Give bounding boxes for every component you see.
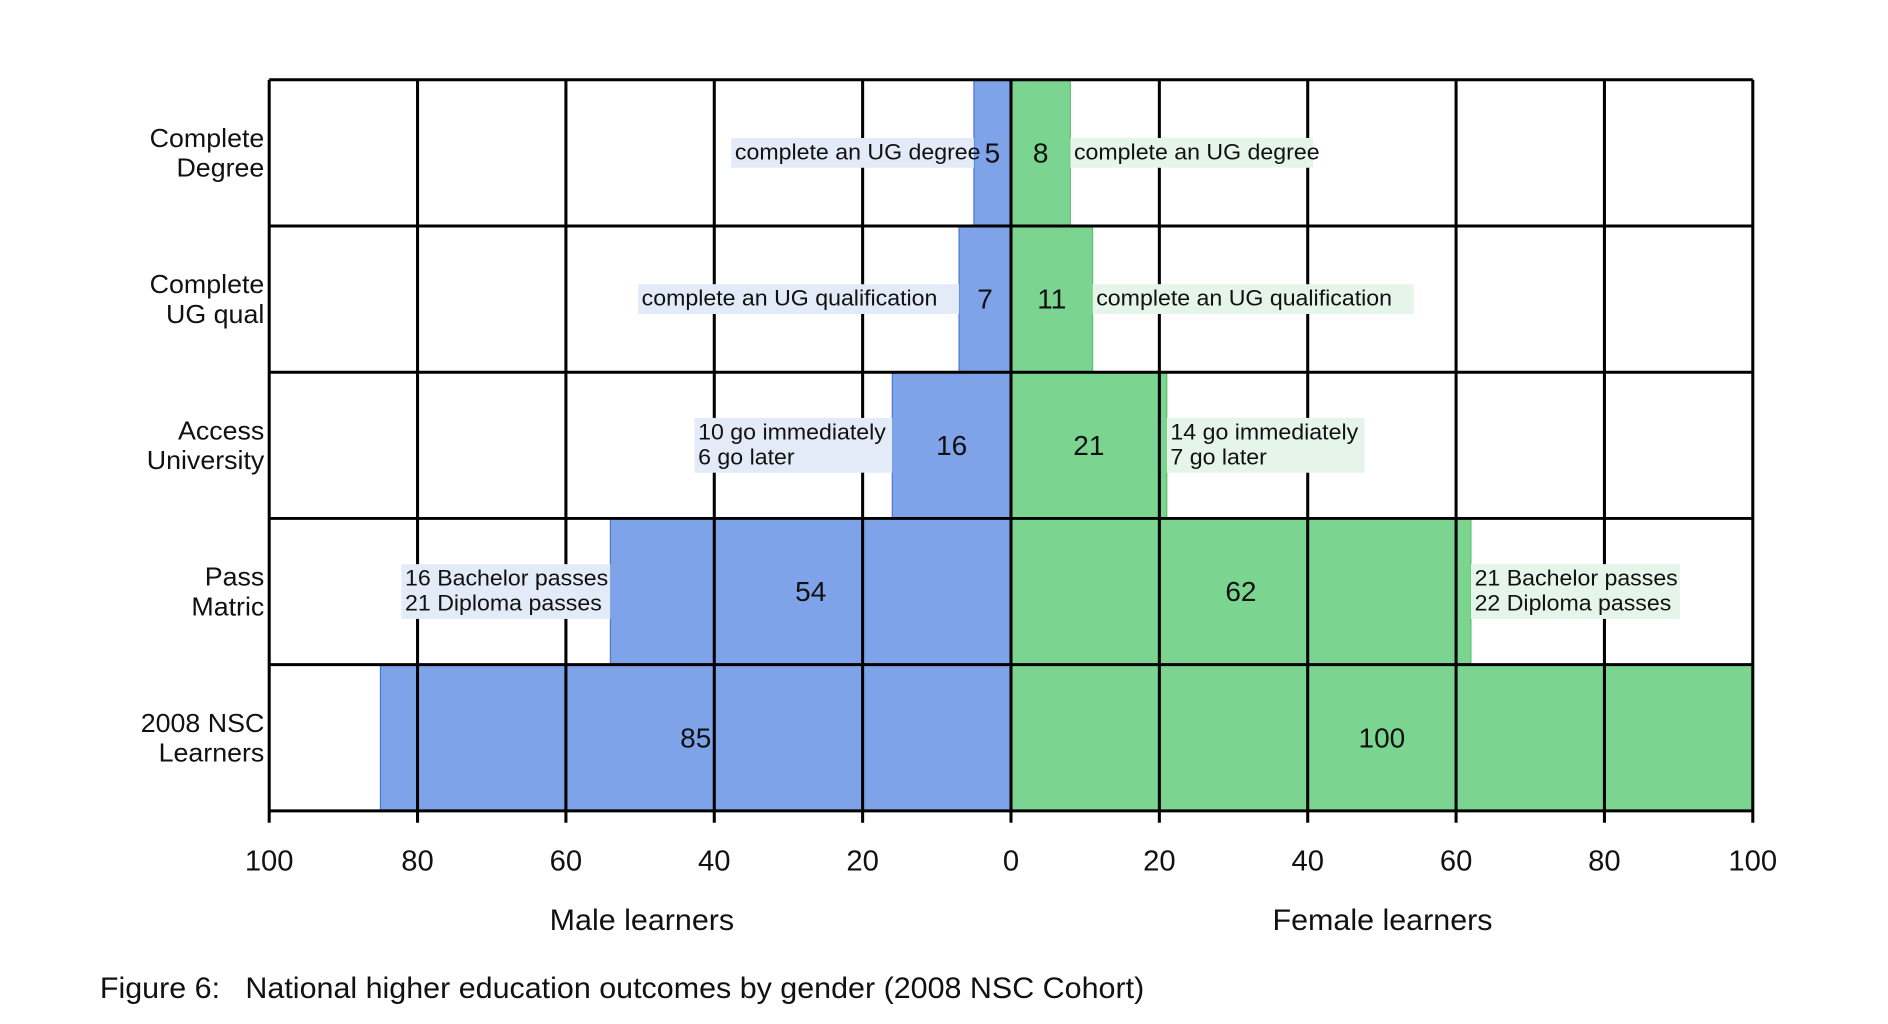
- figure-caption: Figure 6: National higher education outc…: [100, 972, 1144, 1005]
- bar-annotation: 10 go immediately: [698, 419, 886, 445]
- bar-annotation: 7 go later: [1170, 444, 1267, 470]
- bar-value-label: 16: [936, 430, 967, 461]
- male-bar: [973, 79, 1012, 227]
- female-bar: [1010, 79, 1071, 227]
- x-axis-title-male: Male learners: [550, 904, 734, 937]
- x-tick-label: 80: [1588, 846, 1621, 878]
- x-tick-label: 60: [1440, 846, 1473, 878]
- x-axis-title-female: Female learners: [1273, 904, 1493, 937]
- bar-annotation: 14 go immediately: [1170, 419, 1358, 445]
- annotation-background: [401, 564, 611, 619]
- female-bar: [1010, 664, 1754, 812]
- category-label: Pass Matric: [191, 562, 264, 621]
- bar-annotation: 16 Bachelor passes: [405, 565, 608, 591]
- annotation-background: [731, 138, 974, 168]
- male-bar: [958, 225, 1012, 373]
- bar-value-label: 7: [977, 284, 993, 315]
- x-tick-label: 20: [1143, 846, 1176, 878]
- annotation-background: [1070, 138, 1313, 168]
- bar-value-label: 21: [1073, 430, 1104, 461]
- bar-annotation: complete an UG qualification: [642, 285, 938, 311]
- bar-value-label: 100: [1359, 723, 1406, 754]
- x-tick-label: 20: [846, 846, 879, 878]
- x-tick-label: 40: [1291, 846, 1324, 878]
- annotation-background: [1092, 284, 1414, 314]
- male-bar: [609, 517, 1012, 666]
- bar-annotation: 22 Diploma passes: [1475, 590, 1672, 616]
- x-tick-label: 40: [698, 846, 731, 878]
- bar-value-label: 8: [1033, 138, 1049, 169]
- bar-annotation: 21 Bachelor passes: [1475, 565, 1678, 591]
- bar-value-label: 85: [680, 723, 711, 754]
- female-bar: [1010, 371, 1168, 520]
- x-tick-label: 100: [1728, 846, 1777, 878]
- bar-value-label: 11: [1037, 284, 1066, 315]
- bar-annotation: 21 Diploma passes: [405, 590, 602, 616]
- x-tick-label: 60: [550, 846, 583, 878]
- annotation-background: [1166, 417, 1365, 473]
- bar-annotation: complete an UG degree: [1074, 139, 1320, 165]
- male-bar: [379, 664, 1012, 812]
- bar-annotation: 6 go later: [698, 444, 795, 470]
- category-label: 2008 NSC Learners: [141, 708, 265, 767]
- bar-value-label: 54: [795, 576, 826, 607]
- category-label: Complete Degree: [150, 123, 265, 182]
- annotation-background: [694, 417, 893, 473]
- x-tick-label: 100: [245, 846, 294, 878]
- x-tick-label: 80: [401, 846, 434, 878]
- annotation-background: [1470, 564, 1680, 619]
- x-tick-label: 0: [1003, 846, 1019, 878]
- bar-annotation: complete an UG degree: [735, 139, 981, 165]
- category-label: Access University: [147, 416, 265, 475]
- bar-value-label: 5: [985, 138, 1001, 169]
- annotation-background: [637, 284, 960, 314]
- bar-annotation: complete an UG qualification: [1096, 285, 1392, 311]
- category-label: Complete UG qual: [150, 269, 265, 328]
- bar-value-label: 62: [1225, 576, 1256, 607]
